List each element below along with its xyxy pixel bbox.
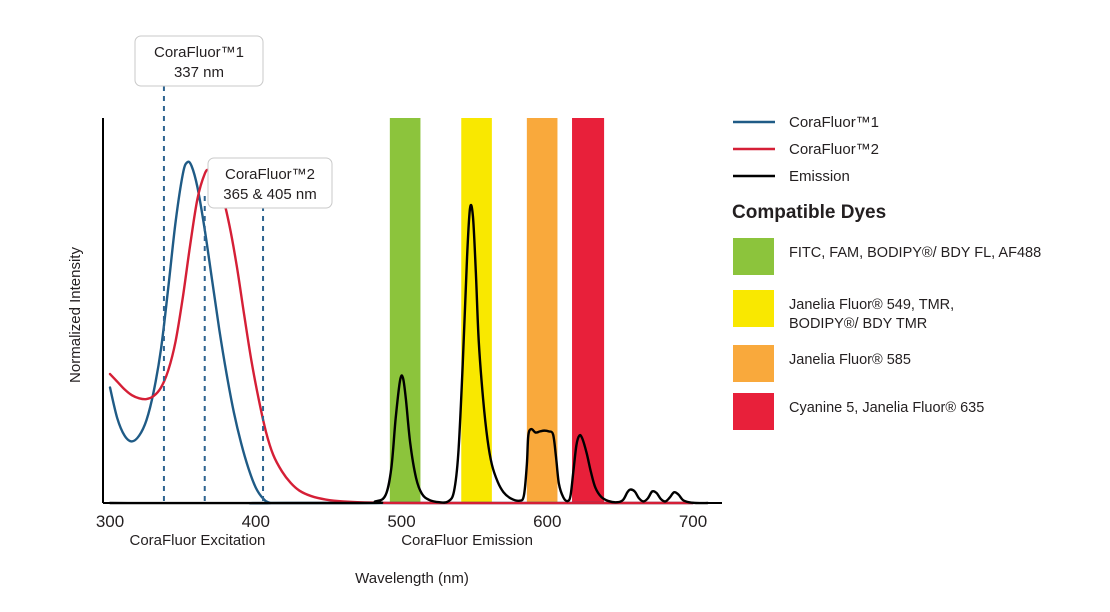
x-tick-300: 300: [96, 512, 124, 531]
dye-swatch: [733, 345, 774, 382]
callout-line: CoraFluor™2: [225, 166, 315, 183]
dye-swatch: [733, 290, 774, 327]
x-tick-400: 400: [242, 512, 270, 531]
dye-label[interactable]: Janelia Fluor® 549, TMR,: [789, 297, 954, 313]
callout-line: 365 & 405 nm: [223, 186, 316, 203]
callout-annotations: CoraFluor™1 337 nm CoraFluor™2 365 & 405 nm: [134, 35, 333, 209]
dye-label[interactable]: Cyanine 5, Janelia Fluor® 635: [789, 400, 984, 416]
dye-swatch: [733, 393, 774, 430]
series-legend: CoraFluor™1 CoraFluor™2 Emission: [733, 114, 879, 185]
region-labels: CoraFluor Excitation CoraFluor Emission: [130, 532, 533, 549]
orange-band: [526, 118, 558, 503]
x-tick-500: 500: [387, 512, 415, 531]
callout-line: CoraFluor™1: [154, 44, 244, 61]
dye-swatch: [733, 238, 774, 275]
dye-label[interactable]: Janelia Fluor® 585: [789, 352, 911, 368]
emission-filter-bands: [389, 118, 605, 503]
legend-label[interactable]: Emission: [789, 168, 850, 185]
compatible-dyes-title: Compatible Dyes: [732, 202, 886, 223]
callout-line: 337 nm: [174, 64, 224, 81]
dye-label[interactable]: BODIPY®/ BDY TMR: [789, 316, 927, 332]
spectra-curves: [108, 160, 709, 505]
curve-emission-2: [108, 203, 709, 505]
x-tick-labels: 300 400 500 600 700: [96, 512, 707, 531]
excitation-marker-lines: [162, 86, 265, 503]
region-label: CoraFluor Emission: [401, 532, 533, 549]
x-tick-600: 600: [533, 512, 561, 531]
callout-box: [207, 157, 333, 209]
region-label: CoraFluor Excitation: [130, 532, 266, 549]
legend-label[interactable]: CoraFluor™1: [789, 114, 879, 131]
compatible-dyes-section: Compatible Dyes FITC, FAM, BODIPY®/ BDY F…: [732, 202, 1041, 430]
y-axis-title: Normalized Intensity: [67, 247, 84, 383]
x-axis-title: Wavelength (nm): [355, 570, 469, 587]
dye-label[interactable]: FITC, FAM, BODIPY®/ BDY FL, AF488: [789, 245, 1041, 261]
x-tick-700: 700: [679, 512, 707, 531]
callout-1: CoraFluor™1 337 nm: [134, 35, 264, 87]
callout-box: [134, 35, 264, 87]
curve-excitation-1: [108, 168, 695, 505]
callout-2: CoraFluor™2 365 & 405 nm: [207, 157, 333, 209]
legend-label[interactable]: CoraFluor™2: [789, 141, 879, 158]
